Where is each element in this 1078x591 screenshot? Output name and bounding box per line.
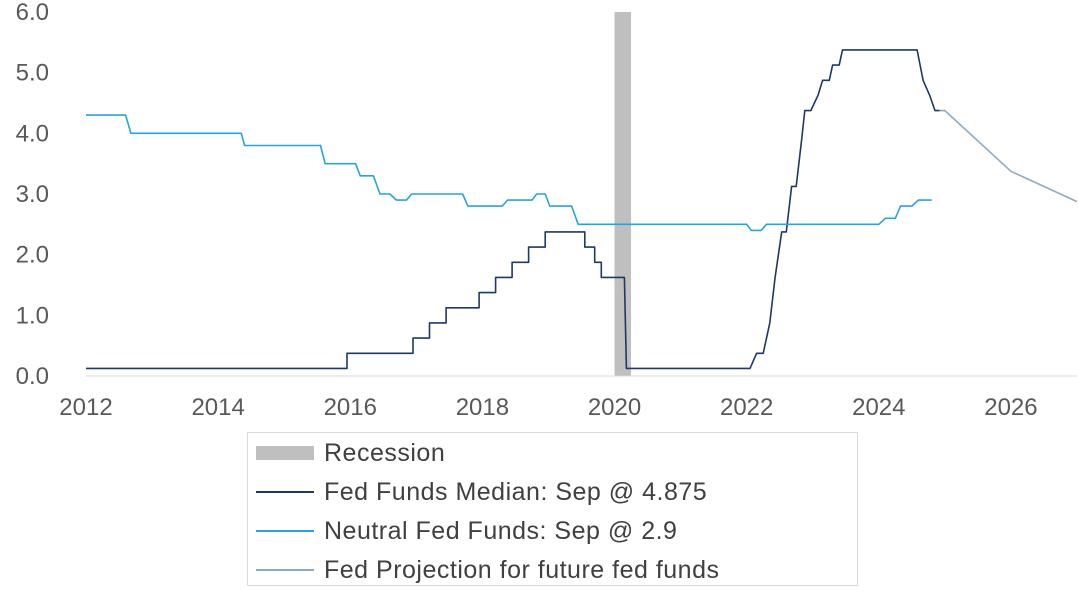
series-line-1 <box>86 114 932 232</box>
legend: Recession Fed Funds Median: Sep @ 4.875 … <box>247 432 858 586</box>
series-layer <box>86 49 1078 370</box>
series-line-0 <box>86 49 940 370</box>
legend-item-neutral-fed-funds: Neutral Fed Funds: Sep @ 2.9 <box>256 513 677 549</box>
y-tick-label: 3.0 <box>16 181 49 208</box>
y-tick-label: 6.0 <box>16 0 49 26</box>
y-tick-label: 5.0 <box>16 60 49 87</box>
legend-swatch-recession <box>256 446 314 460</box>
x-tick-label: 2026 <box>984 394 1037 421</box>
legend-item-fed-funds-median: Fed Funds Median: Sep @ 4.875 <box>256 474 707 510</box>
x-tick-label: 2018 <box>456 394 509 421</box>
recession-band <box>614 12 632 376</box>
chart-plot: 0.0 1.0 2.0 3.0 4.0 5.0 6.0 2012 2014 2016 2018 202… <box>16 0 1078 421</box>
legend-swatch-neutral-fed-funds <box>256 530 314 532</box>
x-tick-label: 2016 <box>324 394 377 421</box>
legend-label-recession: Recession <box>324 438 446 467</box>
series-line-2 <box>939 109 1078 203</box>
x-tick-label: 2014 <box>191 394 244 421</box>
y-tick-label: 1.0 <box>16 302 49 329</box>
x-tick-label: 2022 <box>720 394 773 421</box>
legend-label-neutral-fed-funds: Neutral Fed Funds: Sep @ 2.9 <box>324 516 678 545</box>
tick-label-layer: 0.0 1.0 2.0 3.0 4.0 5.0 6.0 2012 2014 2016 2018 202… <box>16 0 1038 421</box>
x-tick-label: 2012 <box>59 394 112 421</box>
legend-swatch-fed-funds-median <box>256 491 314 493</box>
legend-item-fed-projection: Fed Projection for future fed funds <box>256 552 720 588</box>
y-tick-label: 2.0 <box>16 242 49 269</box>
legend-label-fed-projection: Fed Projection for future fed funds <box>324 555 720 584</box>
x-tick-label: 2020 <box>588 394 641 421</box>
legend-item-recession: Recession <box>256 435 445 471</box>
x-tick-label: 2024 <box>852 394 905 421</box>
y-tick-label: 4.0 <box>16 120 49 147</box>
legend-swatch-fed-projection <box>256 569 314 571</box>
recession-band-layer <box>614 12 632 376</box>
legend-label-fed-funds-median: Fed Funds Median: Sep @ 4.875 <box>324 477 708 506</box>
y-tick-label: 0.0 <box>16 363 49 390</box>
